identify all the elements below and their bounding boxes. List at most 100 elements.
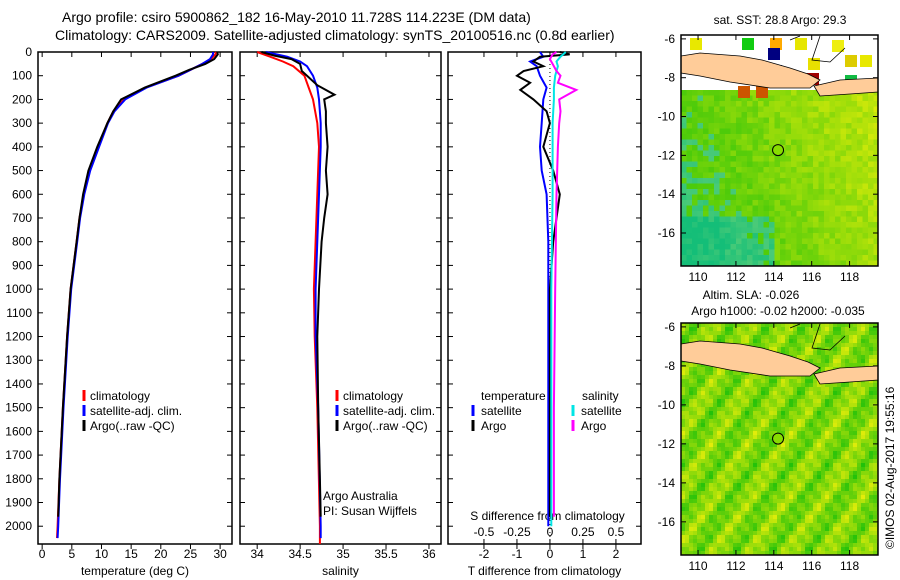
map-cell	[818, 222, 825, 228]
map-cell	[818, 227, 825, 234]
map-cell	[747, 244, 753, 250]
map-cell	[841, 363, 846, 368]
map-cell	[736, 172, 742, 179]
map-cell	[833, 391, 838, 396]
map-cell	[705, 323, 710, 328]
lon-tick-label: 114	[764, 559, 783, 573]
map-cell	[781, 543, 786, 548]
map-cell	[741, 371, 746, 376]
map-cell	[753, 335, 758, 340]
map-cell	[865, 327, 870, 332]
map-cell	[841, 547, 846, 552]
map-cell	[791, 249, 797, 256]
depth-tick-label: 900	[12, 258, 32, 272]
map-cell	[857, 455, 862, 460]
map-cell	[717, 519, 722, 524]
map-cell	[809, 499, 814, 504]
map-cell	[725, 90, 731, 96]
map-cell	[796, 112, 803, 118]
map-cell	[861, 427, 866, 432]
map-cell	[725, 391, 730, 396]
map-cell	[861, 491, 866, 496]
map-cell	[681, 551, 686, 555]
map-cell	[781, 491, 786, 496]
map-cell	[829, 244, 836, 250]
map-cell	[692, 222, 698, 228]
map-cell	[829, 128, 836, 135]
map-cell	[825, 447, 830, 452]
map-cell	[817, 339, 822, 344]
map-cell	[841, 443, 846, 448]
map-cell	[752, 117, 759, 124]
map-cell	[840, 101, 847, 107]
map-cell	[701, 511, 706, 516]
map-cell	[780, 216, 786, 223]
map-cell	[873, 551, 878, 555]
map-cell	[749, 531, 754, 536]
map-cell	[714, 90, 720, 96]
map-cell	[791, 216, 797, 223]
map-cell	[697, 178, 704, 184]
map-cell	[709, 479, 714, 484]
map-cell	[681, 543, 686, 548]
map-cell	[701, 455, 706, 460]
map-cell	[833, 327, 838, 332]
map-cell	[853, 523, 858, 528]
map-cell	[697, 543, 702, 548]
map-cell	[869, 415, 874, 420]
map-cell	[761, 419, 766, 424]
map-cell	[749, 519, 754, 524]
map-cell	[763, 139, 770, 146]
map-cell	[769, 499, 774, 504]
map-cell	[737, 523, 742, 528]
map-cell	[873, 447, 878, 452]
map-cell	[780, 249, 786, 256]
map-cell	[741, 471, 746, 476]
map-cell	[865, 387, 870, 392]
map-cell	[840, 150, 847, 157]
map-cell	[835, 178, 841, 184]
map-cell	[873, 491, 878, 496]
map-cell	[835, 233, 841, 239]
map-cell	[865, 527, 870, 532]
map-cell	[857, 178, 863, 184]
map-cell	[840, 183, 847, 190]
map-cell	[785, 189, 792, 195]
map-cell	[869, 427, 874, 432]
map-cell	[796, 216, 803, 223]
map-cell	[802, 167, 808, 173]
map-cell	[701, 507, 706, 512]
map-cell	[793, 447, 798, 452]
map-cell	[851, 205, 858, 212]
map-cell	[813, 150, 819, 157]
map-cell	[747, 139, 753, 146]
map-cell	[709, 339, 714, 344]
map-cell	[703, 244, 709, 250]
map-cell	[835, 156, 841, 162]
map-cell	[797, 331, 802, 336]
map-cell	[849, 351, 854, 356]
map-cell	[717, 427, 722, 432]
map-cell	[797, 495, 802, 500]
map-cell	[725, 183, 731, 190]
map-cell	[862, 172, 869, 179]
map-cell	[693, 407, 698, 412]
map-cell	[785, 139, 792, 146]
map-cell	[689, 547, 694, 552]
map-cell	[769, 479, 774, 484]
map-cell	[824, 249, 830, 256]
map-cell	[745, 323, 750, 328]
map-cell	[777, 323, 782, 328]
map-cell	[873, 363, 878, 368]
map-cell	[708, 95, 715, 102]
map-cell	[773, 419, 778, 424]
map-cell	[753, 431, 758, 436]
map-cell	[745, 435, 750, 440]
map-cell	[793, 407, 798, 412]
map-cell	[873, 395, 878, 400]
map-cell	[818, 101, 825, 107]
map-cell	[821, 495, 826, 500]
map-cell	[685, 399, 690, 404]
map-cell	[749, 443, 754, 448]
map-cell	[753, 419, 758, 424]
